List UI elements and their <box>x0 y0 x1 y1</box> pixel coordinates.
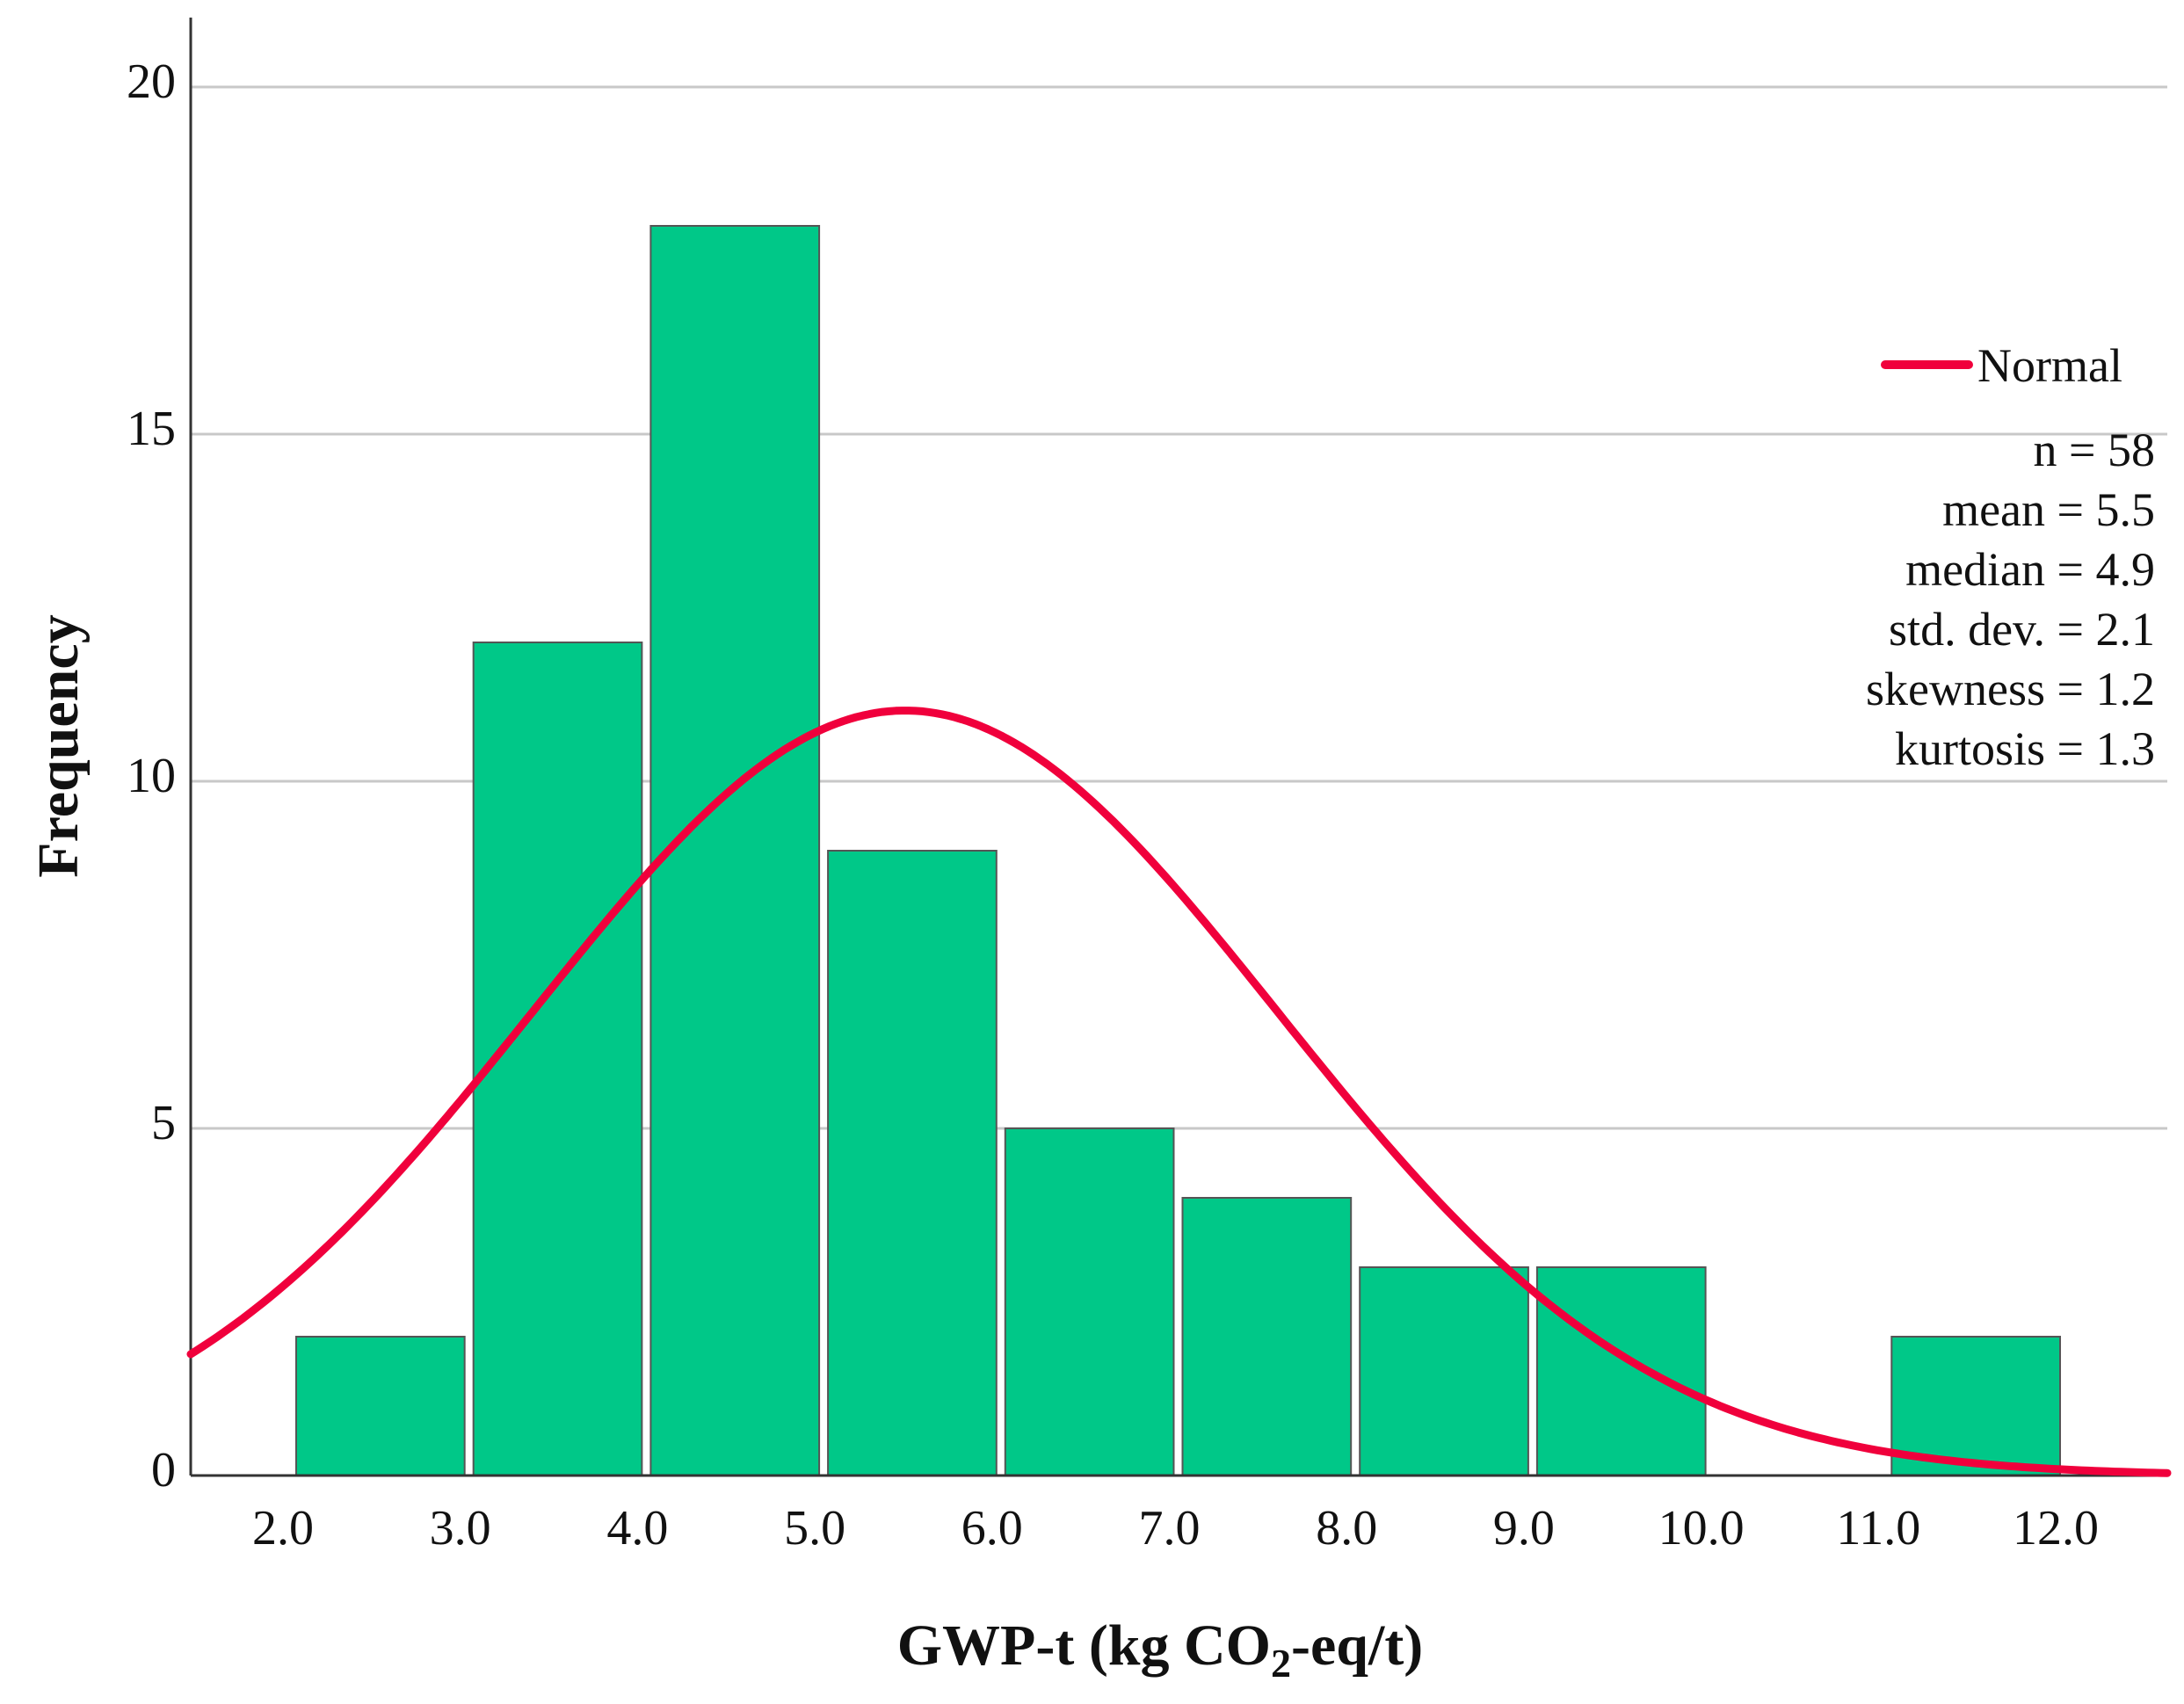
x-tick-label: 10.0 <box>1658 1501 1745 1555</box>
stat-label: skewness <box>1866 663 2045 715</box>
histogram-bar <box>649 225 821 1476</box>
y-tick-label: 15 <box>127 402 176 456</box>
stat-equals: = <box>2045 722 2095 775</box>
histogram-bar <box>827 850 998 1476</box>
y-tick-labels: 0 5 10 15 20 <box>127 54 176 1497</box>
x-tick-label: 6.0 <box>961 1501 1023 1555</box>
x-tick-labels: 2.0 3.0 4.0 5.0 6.0 7.0 8.0 9.0 10.0 11.0 12.0 <box>252 1501 2099 1555</box>
normal-curve-group <box>186 707 2172 1477</box>
x-tick-label: 4.0 <box>606 1501 668 1555</box>
histogram-bar <box>1004 1128 1175 1476</box>
stat-label: mean <box>1942 483 2045 536</box>
stat-line: skewness = 1.2 <box>1866 663 2155 715</box>
stat-equals: = <box>2045 663 2095 715</box>
summary-statistics: n = 58 mean = 5.5 median = 4.9 std. dev. = … <box>1866 424 2155 775</box>
x-tick-label: 8.0 <box>1316 1501 1377 1555</box>
x-tick-label: 12.0 <box>2013 1501 2099 1555</box>
stat-label: n <box>2034 424 2057 476</box>
stat-value: 5.5 <box>2096 483 2156 536</box>
stat-label: kurtosis <box>1895 722 2045 775</box>
histogram-bars <box>294 225 2062 1476</box>
legend-normal-label: Normal <box>1977 339 2122 392</box>
stat-line: std. dev. = 2.1 <box>1889 603 2155 656</box>
stat-line: kurtosis = 1.3 <box>1895 722 2155 775</box>
stat-line: mean = 5.5 <box>1942 483 2155 536</box>
stat-value: 4.9 <box>2096 543 2156 596</box>
x-tick-label: 9.0 <box>1493 1501 1555 1555</box>
x-tick-label: 5.0 <box>784 1501 845 1555</box>
legend: Normal <box>1881 339 2122 392</box>
x-tick-label: 11.0 <box>1836 1501 1920 1555</box>
histogram-bar <box>1359 1266 1529 1476</box>
stat-line: median = 4.9 <box>1905 543 2155 596</box>
stat-value: 1.3 <box>2096 722 2156 775</box>
x-axis-label-tail: -eq/t) <box>1291 1613 1423 1678</box>
y-tick-label: 5 <box>151 1096 176 1150</box>
stat-value: 1.2 <box>2096 663 2156 715</box>
x-tick-label: 3.0 <box>430 1501 491 1555</box>
x-axis-label-subscript: 2 <box>1271 1641 1291 1686</box>
x-tick-label: 2.0 <box>252 1501 314 1555</box>
stat-label: std. dev. <box>1889 603 2045 656</box>
x-axis-label-main: GWP-t (kg CO <box>897 1613 1271 1678</box>
x-tick-label: 7.0 <box>1138 1501 1200 1555</box>
stat-value: 58 <box>2108 424 2155 476</box>
y-axis-label: Frequency <box>26 614 91 877</box>
stat-value: 2.1 <box>2096 603 2156 656</box>
histogram-bar <box>294 1336 466 1476</box>
x-axis-label: GWP-t (kg CO2-eq/t) <box>897 1613 1424 1686</box>
stat-equals: = <box>2045 543 2095 596</box>
histogram-bar <box>1181 1197 1353 1476</box>
stat-line: n = 58 <box>2034 424 2155 476</box>
stat-equals: = <box>2057 424 2108 476</box>
axes <box>189 18 2167 1477</box>
y-tick-label: 10 <box>127 749 176 803</box>
histogram-bar <box>472 642 643 1476</box>
y-tick-label: 20 <box>127 54 176 109</box>
stat-equals: = <box>2045 483 2095 536</box>
stat-label: median <box>1905 543 2045 596</box>
normal-curve <box>186 707 2172 1477</box>
histogram-bar <box>1535 1266 1707 1476</box>
stat-equals: = <box>2045 603 2095 656</box>
y-tick-label: 0 <box>151 1443 176 1497</box>
